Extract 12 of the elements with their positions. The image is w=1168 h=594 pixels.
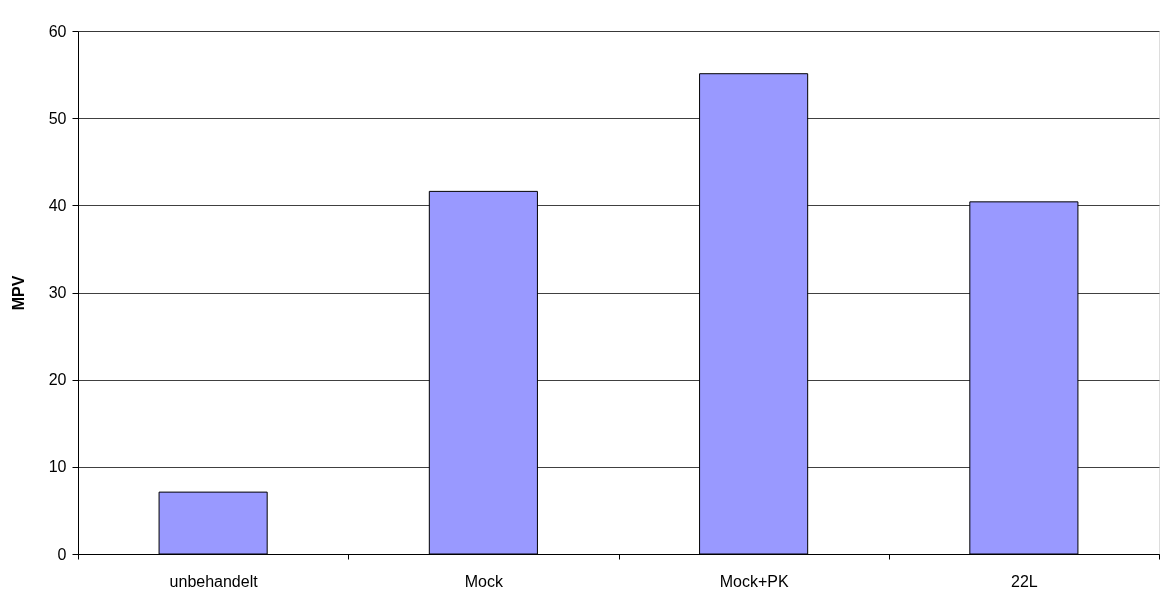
x-tick-label: Mock xyxy=(464,572,504,590)
y-tick-label: 30 xyxy=(48,284,67,301)
y-axis-title: MPV xyxy=(9,275,27,311)
y-tick-label: 0 xyxy=(57,545,67,563)
y-tick-label: 50 xyxy=(48,109,67,127)
y-tick-label: 20 xyxy=(48,371,67,389)
y-tick-label: 60 xyxy=(48,22,67,40)
x-tick-label: Mock+PK xyxy=(719,572,789,590)
x-tick-label: unbehandelt xyxy=(169,572,259,590)
y-tick-label: 10 xyxy=(48,458,67,476)
y-tick-label: 40 xyxy=(48,196,67,214)
x-tick-label: 22L xyxy=(1011,572,1038,590)
